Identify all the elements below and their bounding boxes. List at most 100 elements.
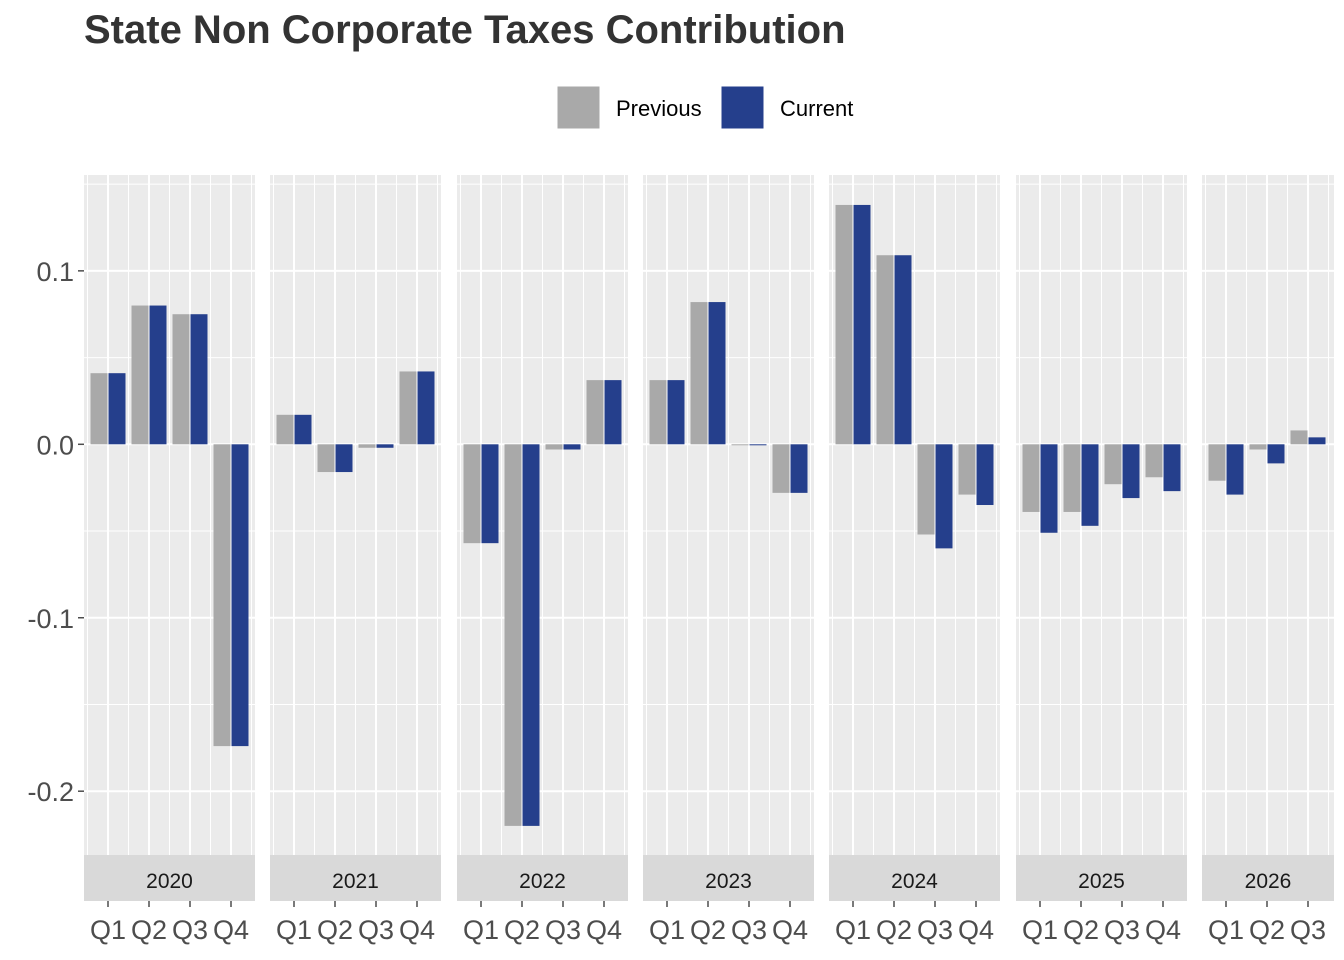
bar-2020-q2-previous — [131, 305, 149, 445]
bar-2021-q1-previous — [276, 414, 294, 445]
x-tick-label: Q2 — [1249, 915, 1285, 945]
x-tick-label: Q4 — [213, 915, 249, 945]
bar-2023-q2-current — [708, 302, 726, 445]
bar-2023-q3-previous — [731, 444, 749, 446]
bar-2020-q4-previous — [213, 444, 231, 747]
y-tick-label: 0.1 — [36, 257, 74, 287]
bar-2020-q1-current — [108, 373, 126, 445]
facet-strip-2026 — [1202, 855, 1334, 901]
bar-2026-q1-previous — [1208, 444, 1226, 481]
legend-label-current: Current — [780, 96, 853, 121]
legend-key-previous — [556, 85, 601, 130]
facet-strip-2023 — [643, 855, 814, 901]
x-tick-label: Q2 — [131, 915, 167, 945]
x-tick-label: Q3 — [172, 915, 208, 945]
x-tick-label: Q1 — [463, 915, 499, 945]
bar-2022-q4-previous — [586, 380, 604, 445]
x-tick-label: Q4 — [958, 915, 994, 945]
bar-2022-q3-current — [563, 444, 581, 450]
x-tick-label: Q3 — [545, 915, 581, 945]
bar-2022-q2-previous — [504, 444, 522, 826]
bar-2020-q3-previous — [172, 314, 190, 445]
x-tick-label: Q4 — [1145, 915, 1181, 945]
bar-2025-q1-previous — [1022, 444, 1040, 512]
bar-2025-q4-current — [1163, 444, 1181, 492]
x-tick-label: Q1 — [835, 915, 871, 945]
bar-2021-q4-previous — [399, 371, 417, 445]
bar-2023-q2-previous — [690, 302, 708, 445]
x-tick-label: Q4 — [772, 915, 808, 945]
bar-2025-q2-current — [1081, 444, 1099, 526]
bar-2020-q4-current — [231, 444, 249, 747]
bar-2025-q4-previous — [1145, 444, 1163, 478]
x-tick-label: Q4 — [586, 915, 622, 945]
bar-2021-q1-current — [294, 414, 312, 445]
x-tick-label: Q2 — [504, 915, 540, 945]
facet-strip-2025 — [1016, 855, 1187, 901]
x-tick-label: Q1 — [276, 915, 312, 945]
bar-2024-q3-previous — [917, 444, 935, 535]
bar-2025-q1-current — [1040, 444, 1058, 533]
x-tick-label: Q3 — [1290, 915, 1326, 945]
facet-strip-label: 2024 — [891, 870, 938, 893]
bar-2021-q3-current — [376, 444, 394, 448]
bar-2023-q1-current — [667, 380, 685, 445]
bar-2023-q1-previous — [649, 380, 667, 445]
bar-2024-q2-previous — [876, 255, 894, 445]
bar-2022-q4-current — [604, 380, 622, 445]
bar-2024-q4-current — [976, 444, 994, 506]
bar-2024-q2-current — [894, 255, 912, 445]
x-tick-label: Q2 — [317, 915, 353, 945]
bar-2020-q1-previous — [90, 373, 108, 445]
bar-2020-q3-current — [190, 314, 208, 445]
facet-strip-label: 2025 — [1078, 870, 1125, 893]
bar-2022-q2-current — [522, 444, 540, 826]
y-tick-label: -0.1 — [27, 604, 74, 634]
legend-key-current — [720, 85, 765, 130]
x-tick-label: Q2 — [876, 915, 912, 945]
bar-2024-q3-current — [935, 444, 953, 549]
bar-2024-q1-previous — [835, 204, 853, 445]
legend-label-previous: Previous — [616, 96, 702, 121]
x-tick-label: Q3 — [731, 915, 767, 945]
x-tick-label: Q4 — [399, 915, 435, 945]
x-tick-label: Q1 — [649, 915, 685, 945]
bar-2026-q3-current — [1308, 437, 1326, 445]
bar-2026-q1-current — [1226, 444, 1244, 495]
facet-strip-2021 — [270, 855, 441, 901]
facet-strip-label: 2026 — [1245, 870, 1292, 893]
bar-2021-q3-previous — [358, 444, 376, 448]
bar-2025-q3-current — [1122, 444, 1140, 499]
bar-2021-q2-current — [335, 444, 353, 473]
bar-2022-q1-current — [481, 444, 499, 544]
facet-strip-label: 2023 — [705, 870, 752, 893]
x-tick-label: Q2 — [690, 915, 726, 945]
facet-strip-label: 2022 — [519, 870, 566, 893]
bar-2022-q1-previous — [463, 444, 481, 544]
bar-2026-q2-current — [1267, 444, 1285, 464]
bar-2024-q4-previous — [958, 444, 976, 495]
facet-strip-label: 2021 — [332, 870, 379, 893]
y-tick-label: -0.2 — [27, 777, 74, 807]
bar-2026-q2-previous — [1249, 444, 1267, 450]
x-tick-label: Q3 — [1104, 915, 1140, 945]
bar-2025-q3-previous — [1104, 444, 1122, 485]
facet-strip-2024 — [829, 855, 1000, 901]
x-tick-label: Q1 — [1022, 915, 1058, 945]
bar-2022-q3-previous — [545, 444, 563, 450]
bar-2020-q2-current — [149, 305, 167, 445]
x-tick-label: Q3 — [358, 915, 394, 945]
x-tick-label: Q1 — [1208, 915, 1244, 945]
x-tick-label: Q1 — [90, 915, 126, 945]
bar-2023-q3-current — [749, 444, 767, 446]
facet-strip-2020 — [84, 855, 255, 901]
bar-2023-q4-current — [790, 444, 808, 493]
x-tick-label: Q2 — [1063, 915, 1099, 945]
facet-strip-2022 — [457, 855, 628, 901]
facet-strip-label: 2020 — [146, 870, 193, 893]
chart-title: State Non Corporate Taxes Contribution — [84, 8, 846, 52]
bar-2023-q4-previous — [772, 444, 790, 493]
x-tick-label: Q3 — [917, 915, 953, 945]
bar-2021-q4-current — [417, 371, 435, 445]
bar-2025-q2-previous — [1063, 444, 1081, 512]
